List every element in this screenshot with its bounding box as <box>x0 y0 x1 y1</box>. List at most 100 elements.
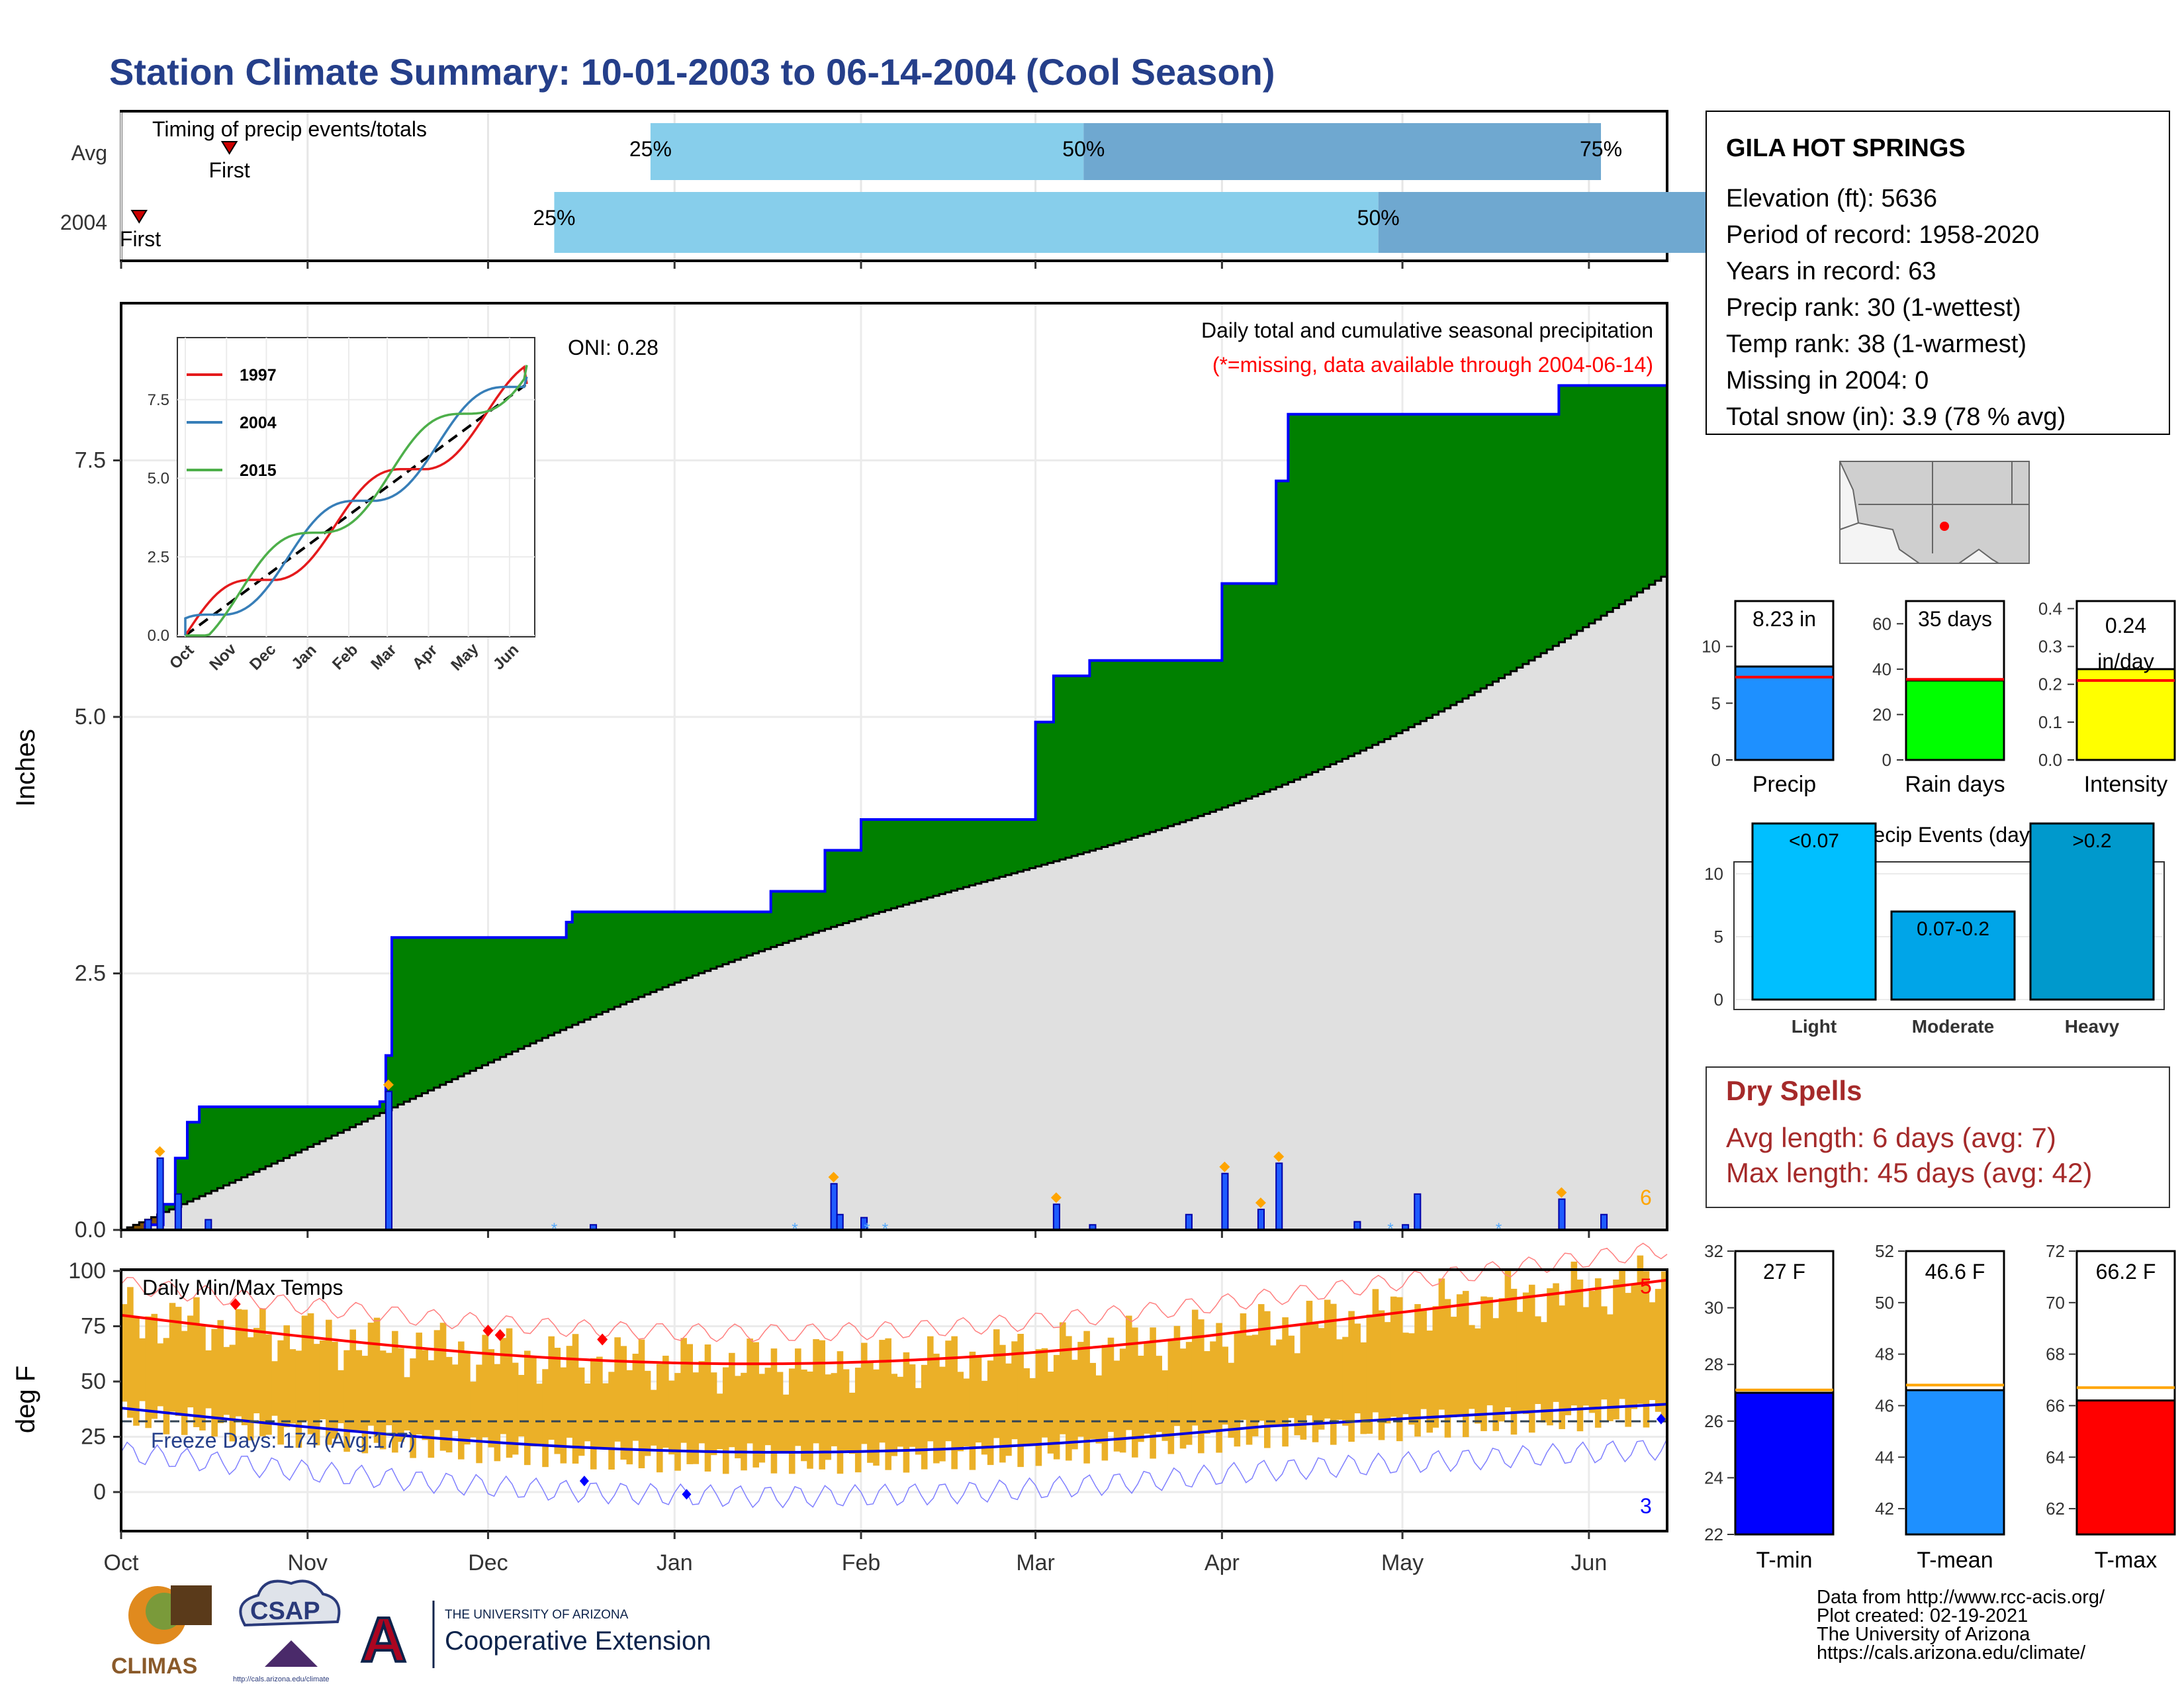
above-normal-fill <box>1535 414 1541 657</box>
events-tick-label: 0 <box>1714 990 1723 1009</box>
timing-first-marker <box>130 210 148 224</box>
temp-summary-value: 27 F <box>1763 1260 1805 1284</box>
temp-summary-tick-label: 52 <box>1875 1241 1894 1261</box>
above-normal-fill <box>680 912 688 980</box>
daily-temp-bar <box>729 1352 735 1448</box>
daily-precip-bar <box>174 1193 182 1231</box>
daily-temp-bar <box>975 1357 982 1443</box>
above-normal-fill <box>277 1107 285 1161</box>
above-normal-fill <box>638 912 645 997</box>
daily-temp-bar <box>319 1340 326 1420</box>
daily-temp-bar <box>999 1344 1006 1463</box>
daily-temp-bar <box>572 1334 579 1464</box>
above-normal-fill <box>1588 385 1596 624</box>
daily-temp-bar <box>1570 1261 1578 1406</box>
daily-temp-bar <box>1167 1338 1175 1454</box>
daily-temp-bar <box>801 1369 807 1462</box>
above-normal-fill <box>332 1107 338 1136</box>
temp-label: Daily Min/Max Temps <box>142 1276 343 1299</box>
daily-temp-bar <box>596 1356 603 1448</box>
temp-summary-tick-label: 42 <box>1875 1499 1894 1519</box>
above-normal-fill <box>1613 385 1619 608</box>
daily-temp-bar <box>1420 1310 1427 1409</box>
daily-temp-bar <box>367 1323 375 1426</box>
above-normal-fill <box>1312 414 1319 773</box>
daily-temp-bar <box>680 1338 687 1443</box>
above-normal-fill <box>1354 414 1361 754</box>
timing-p25-label: 25% <box>533 206 575 230</box>
daily-temp-bar <box>758 1374 766 1463</box>
mini-bar-label: Rain days <box>1905 772 2005 797</box>
daily-precip-bar <box>1185 1213 1193 1231</box>
daily-temp-bar <box>464 1352 471 1445</box>
daily-temp-bar <box>1661 1271 1668 1423</box>
above-normal-fill <box>686 912 694 978</box>
daily-temp-bar <box>867 1362 874 1463</box>
above-normal-fill <box>1378 414 1385 742</box>
temp-summary-tick-label: 26 <box>1704 1411 1723 1431</box>
above-normal-fill <box>1191 660 1199 818</box>
daily-temp-bar <box>1246 1335 1253 1445</box>
daily-temp-bar <box>885 1338 891 1470</box>
events-bar-label: Heavy <box>2065 1016 2120 1037</box>
daily-temp-bar <box>1516 1311 1524 1412</box>
temp-y-tick-label: 75 <box>81 1314 106 1339</box>
daily-temp-bar <box>163 1338 170 1434</box>
above-normal-fill <box>199 1107 206 1197</box>
temp-summary-bars: 27 F 22 24 26 28 30 32 T-min 46.6 F 42 44 46 48 50 52 T… <box>1704 1241 2176 1573</box>
avg-max-temp-line <box>120 1278 1668 1366</box>
above-normal-fill <box>704 912 711 971</box>
temp-summary-tick-label: 50 <box>1875 1293 1894 1313</box>
heavy-precip-marker <box>154 1146 165 1157</box>
daily-temp-bar <box>873 1369 880 1466</box>
above-normal-fill <box>1041 722 1048 865</box>
daily-temp-bar <box>1541 1322 1547 1423</box>
above-normal-fill <box>1023 820 1030 870</box>
daily-temp-bar <box>1119 1348 1126 1453</box>
above-normal-fill <box>433 937 441 1088</box>
above-normal-fill <box>1282 481 1289 785</box>
daily-temp-bar <box>692 1372 700 1464</box>
above-normal-fill <box>1649 385 1656 585</box>
temp-bars <box>121 1255 1668 1474</box>
heavy-precip-marker <box>1219 1161 1230 1172</box>
daily-temp-bar <box>332 1342 338 1439</box>
above-normal-fill <box>590 912 597 1017</box>
timing-row-avg-label: Avg <box>71 141 107 165</box>
daily-temp-bar <box>1462 1291 1469 1437</box>
temp-summary-tick-label: 32 <box>1704 1241 1723 1261</box>
mini-bar-value-text: 0.24 <box>2105 614 2146 637</box>
daily-temp-bar <box>608 1372 615 1470</box>
daily-temp-bar <box>626 1370 633 1465</box>
daily-temp-bar <box>662 1356 669 1448</box>
above-normal-fill <box>1077 676 1084 855</box>
daily-temp-bar <box>1456 1294 1463 1416</box>
daily-temp-bar <box>1083 1331 1090 1464</box>
daily-temp-bar <box>981 1381 988 1455</box>
above-normal-fill <box>1655 385 1662 581</box>
daily-temp-bar <box>259 1308 266 1436</box>
daily-temp-bar <box>831 1373 838 1446</box>
above-normal-fill <box>445 937 453 1082</box>
above-normal-fill <box>729 912 735 962</box>
above-normal-fill <box>523 937 531 1047</box>
above-normal-fill <box>1631 385 1638 596</box>
above-normal-fill <box>398 937 404 1105</box>
precip-panel: * * * * * * 0.02.55.07.5 Inches Daily total a… <box>11 302 1668 1243</box>
daily-temp-bar <box>1528 1284 1535 1433</box>
above-normal-fill <box>1324 414 1331 767</box>
daily-temp-bar <box>343 1350 350 1452</box>
above-normal-fill <box>969 820 976 886</box>
daily-temp-bar <box>632 1354 639 1441</box>
freeze-days-label: Freeze Days: 174 (Avg:177) <box>151 1429 416 1452</box>
daily-temp-bar <box>1354 1323 1361 1414</box>
record-high-marker <box>597 1333 608 1346</box>
daily-temp-bar <box>1444 1299 1451 1438</box>
daily-temp-bar <box>776 1372 784 1454</box>
above-normal-fill <box>1300 414 1307 778</box>
daily-temp-bar <box>1071 1360 1078 1450</box>
above-normal-fill <box>596 912 603 1015</box>
daily-temp-bar <box>451 1364 459 1431</box>
above-normal-fill <box>1288 414 1295 782</box>
